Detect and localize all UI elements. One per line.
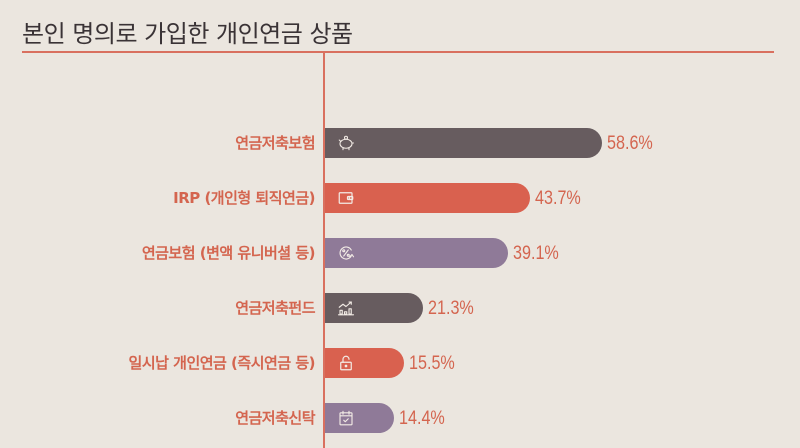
bar-value: 15.5% <box>409 353 455 374</box>
chart-title: 본인 명의로 가입한 개인연금 상품 <box>22 20 353 48</box>
bar-row: 연금저축신탁 14.4% <box>0 403 800 433</box>
bar-row: 일시납 개인연금 (즉시연금 등) 15.5% <box>0 348 800 378</box>
bar-label: 연금저축신탁 <box>235 409 315 427</box>
unlock-icon <box>337 354 355 372</box>
calendar-check-icon <box>337 409 355 427</box>
bar-value: 43.7% <box>535 188 581 209</box>
y-axis-line <box>323 52 325 448</box>
bar-value: 21.3% <box>428 298 474 319</box>
piggy-bank-icon <box>337 134 355 152</box>
bar <box>325 238 508 268</box>
bar <box>325 403 394 433</box>
title-divider <box>22 51 774 53</box>
growth-chart-icon <box>337 299 355 317</box>
bar-label: 연금저축보험 <box>235 134 315 152</box>
bar-row: 연금저축보험 58.6% <box>0 128 800 158</box>
percent-cycle-icon <box>337 244 355 262</box>
bar-row: 연금보험 (변액 유니버셜 등) 39.1% <box>0 238 800 268</box>
wallet-icon <box>337 189 355 207</box>
bar-value: 14.4% <box>399 408 445 429</box>
bar-label: 연금보험 (변액 유니버셜 등) <box>141 244 316 262</box>
bar <box>325 128 602 158</box>
bar <box>325 183 530 213</box>
bar-value: 39.1% <box>513 243 559 264</box>
bar-row: 연금저축펀드 21.3% <box>0 293 800 323</box>
bar-value: 58.6% <box>607 133 653 154</box>
bar-label: 연금저축펀드 <box>235 299 315 317</box>
bar <box>325 348 404 378</box>
bar-label: IRP (개인형 퇴직연금) <box>173 189 315 207</box>
bar-row: IRP (개인형 퇴직연금) 43.7% <box>0 183 800 213</box>
bar-label: 일시납 개인연금 (즉시연금 등) <box>128 354 316 372</box>
bar <box>325 293 423 323</box>
